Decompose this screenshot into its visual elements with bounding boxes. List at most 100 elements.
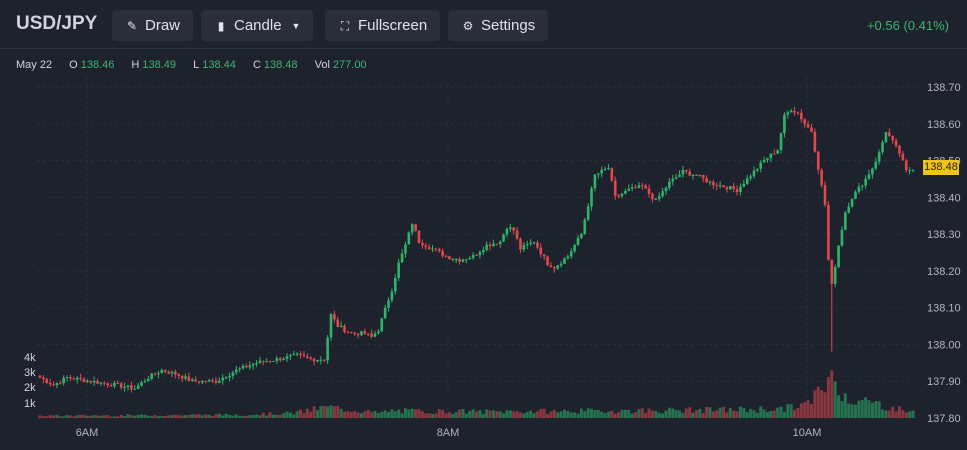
volume-bar	[444, 413, 448, 418]
candle-body	[735, 188, 739, 193]
legend-close-value: 138.48	[263, 59, 298, 71]
candle-body	[712, 181, 715, 186]
volume-bar	[177, 415, 181, 418]
candle-body	[471, 254, 475, 258]
candle-body	[695, 174, 698, 176]
volume-bar	[576, 413, 580, 418]
candle-body	[651, 193, 654, 200]
candle-body	[789, 110, 793, 113]
candle-body	[282, 358, 285, 361]
candle-body	[390, 291, 394, 301]
volume-bar	[691, 412, 695, 418]
last-price-label: 138.48	[923, 160, 959, 175]
volume-bar	[667, 407, 671, 418]
volume-bar	[204, 414, 208, 418]
candle-body	[102, 382, 106, 384]
draw-button-label: Draw	[145, 17, 181, 34]
volume-bar	[89, 415, 93, 418]
volume-bar	[96, 415, 100, 418]
candle-body	[657, 196, 661, 199]
volume-bar	[901, 410, 905, 418]
candle-body	[187, 376, 191, 381]
candle-body	[265, 361, 269, 363]
candle-body	[871, 168, 874, 175]
candle-body	[218, 380, 221, 383]
candle-body	[245, 365, 248, 368]
volume-bar	[782, 411, 786, 418]
candle-body	[515, 230, 519, 239]
volume-bar	[789, 404, 793, 418]
candle-body	[326, 337, 329, 361]
candle-body	[377, 331, 380, 334]
volume-bar	[796, 408, 800, 418]
candle-body	[299, 353, 302, 355]
candle-body	[810, 127, 813, 132]
volume-bar	[343, 411, 347, 418]
settings-button[interactable]: ⚙ Settings	[448, 10, 549, 41]
volume-bar	[79, 414, 83, 418]
volume-bar	[657, 412, 661, 418]
candle-body	[756, 168, 759, 171]
candle-body	[231, 372, 235, 376]
candle-body	[289, 355, 292, 357]
candle-body	[427, 246, 431, 250]
volume-bar	[136, 414, 140, 418]
draw-button[interactable]: ✎ Draw	[112, 10, 194, 41]
volume-bar	[860, 400, 864, 418]
volume-bar	[850, 404, 854, 418]
candle-body	[458, 258, 461, 262]
candle-body	[894, 140, 898, 146]
volume-bar	[806, 400, 810, 418]
candle-body	[393, 277, 397, 292]
candle-body	[163, 369, 167, 372]
volume-bar	[265, 415, 269, 418]
volume-bar	[647, 408, 651, 418]
candle-body	[278, 358, 282, 361]
volume-bar	[515, 411, 519, 418]
volume-bar	[640, 408, 644, 418]
candle-body	[177, 374, 181, 376]
candle-body	[397, 262, 400, 278]
volume-bar	[583, 411, 587, 418]
candle-body	[211, 380, 214, 382]
volume-tick-label: 4k	[24, 352, 36, 364]
volume-bar	[383, 410, 387, 418]
candle-body	[766, 158, 769, 161]
candle-body	[684, 169, 688, 172]
candle-body	[258, 360, 262, 364]
candle-body	[617, 195, 620, 197]
candle-body	[350, 332, 353, 334]
volume-bar	[315, 410, 319, 418]
volume-bar	[143, 414, 147, 418]
candle-body	[251, 364, 255, 366]
volume-bar	[857, 400, 861, 418]
volume-bar	[630, 413, 634, 418]
candle-body	[793, 110, 796, 113]
candle-body	[698, 174, 702, 176]
volume-bar	[505, 410, 509, 418]
candle-body	[772, 153, 776, 155]
volume-bar	[197, 414, 201, 418]
volume-bar	[102, 415, 106, 418]
candle-body	[647, 188, 651, 194]
ohlc-legend: May 22 O 138.46 H 138.49 L 138.44 C 138.48 V…	[16, 59, 381, 71]
candle-body	[583, 219, 587, 234]
symbol-title[interactable]: USD/JPY	[16, 13, 98, 34]
volume-bar	[55, 414, 59, 418]
volume-bar	[799, 403, 803, 418]
candle-body	[820, 169, 823, 186]
volume-bar	[711, 411, 715, 418]
fullscreen-button[interactable]: ⛶ Fullscreen	[325, 10, 441, 41]
volume-bar	[837, 395, 841, 418]
candle-type-dropdown[interactable]: ▮ Candle ▼	[201, 10, 314, 41]
volume-bar	[610, 410, 614, 418]
candle-body	[316, 359, 319, 362]
candle-body	[833, 267, 837, 284]
candle-body	[908, 170, 911, 172]
volume-bar	[590, 408, 594, 418]
volume-bar	[163, 415, 167, 418]
volume-bar	[200, 415, 204, 418]
volume-bar	[678, 410, 682, 418]
volume-bar	[847, 403, 851, 418]
